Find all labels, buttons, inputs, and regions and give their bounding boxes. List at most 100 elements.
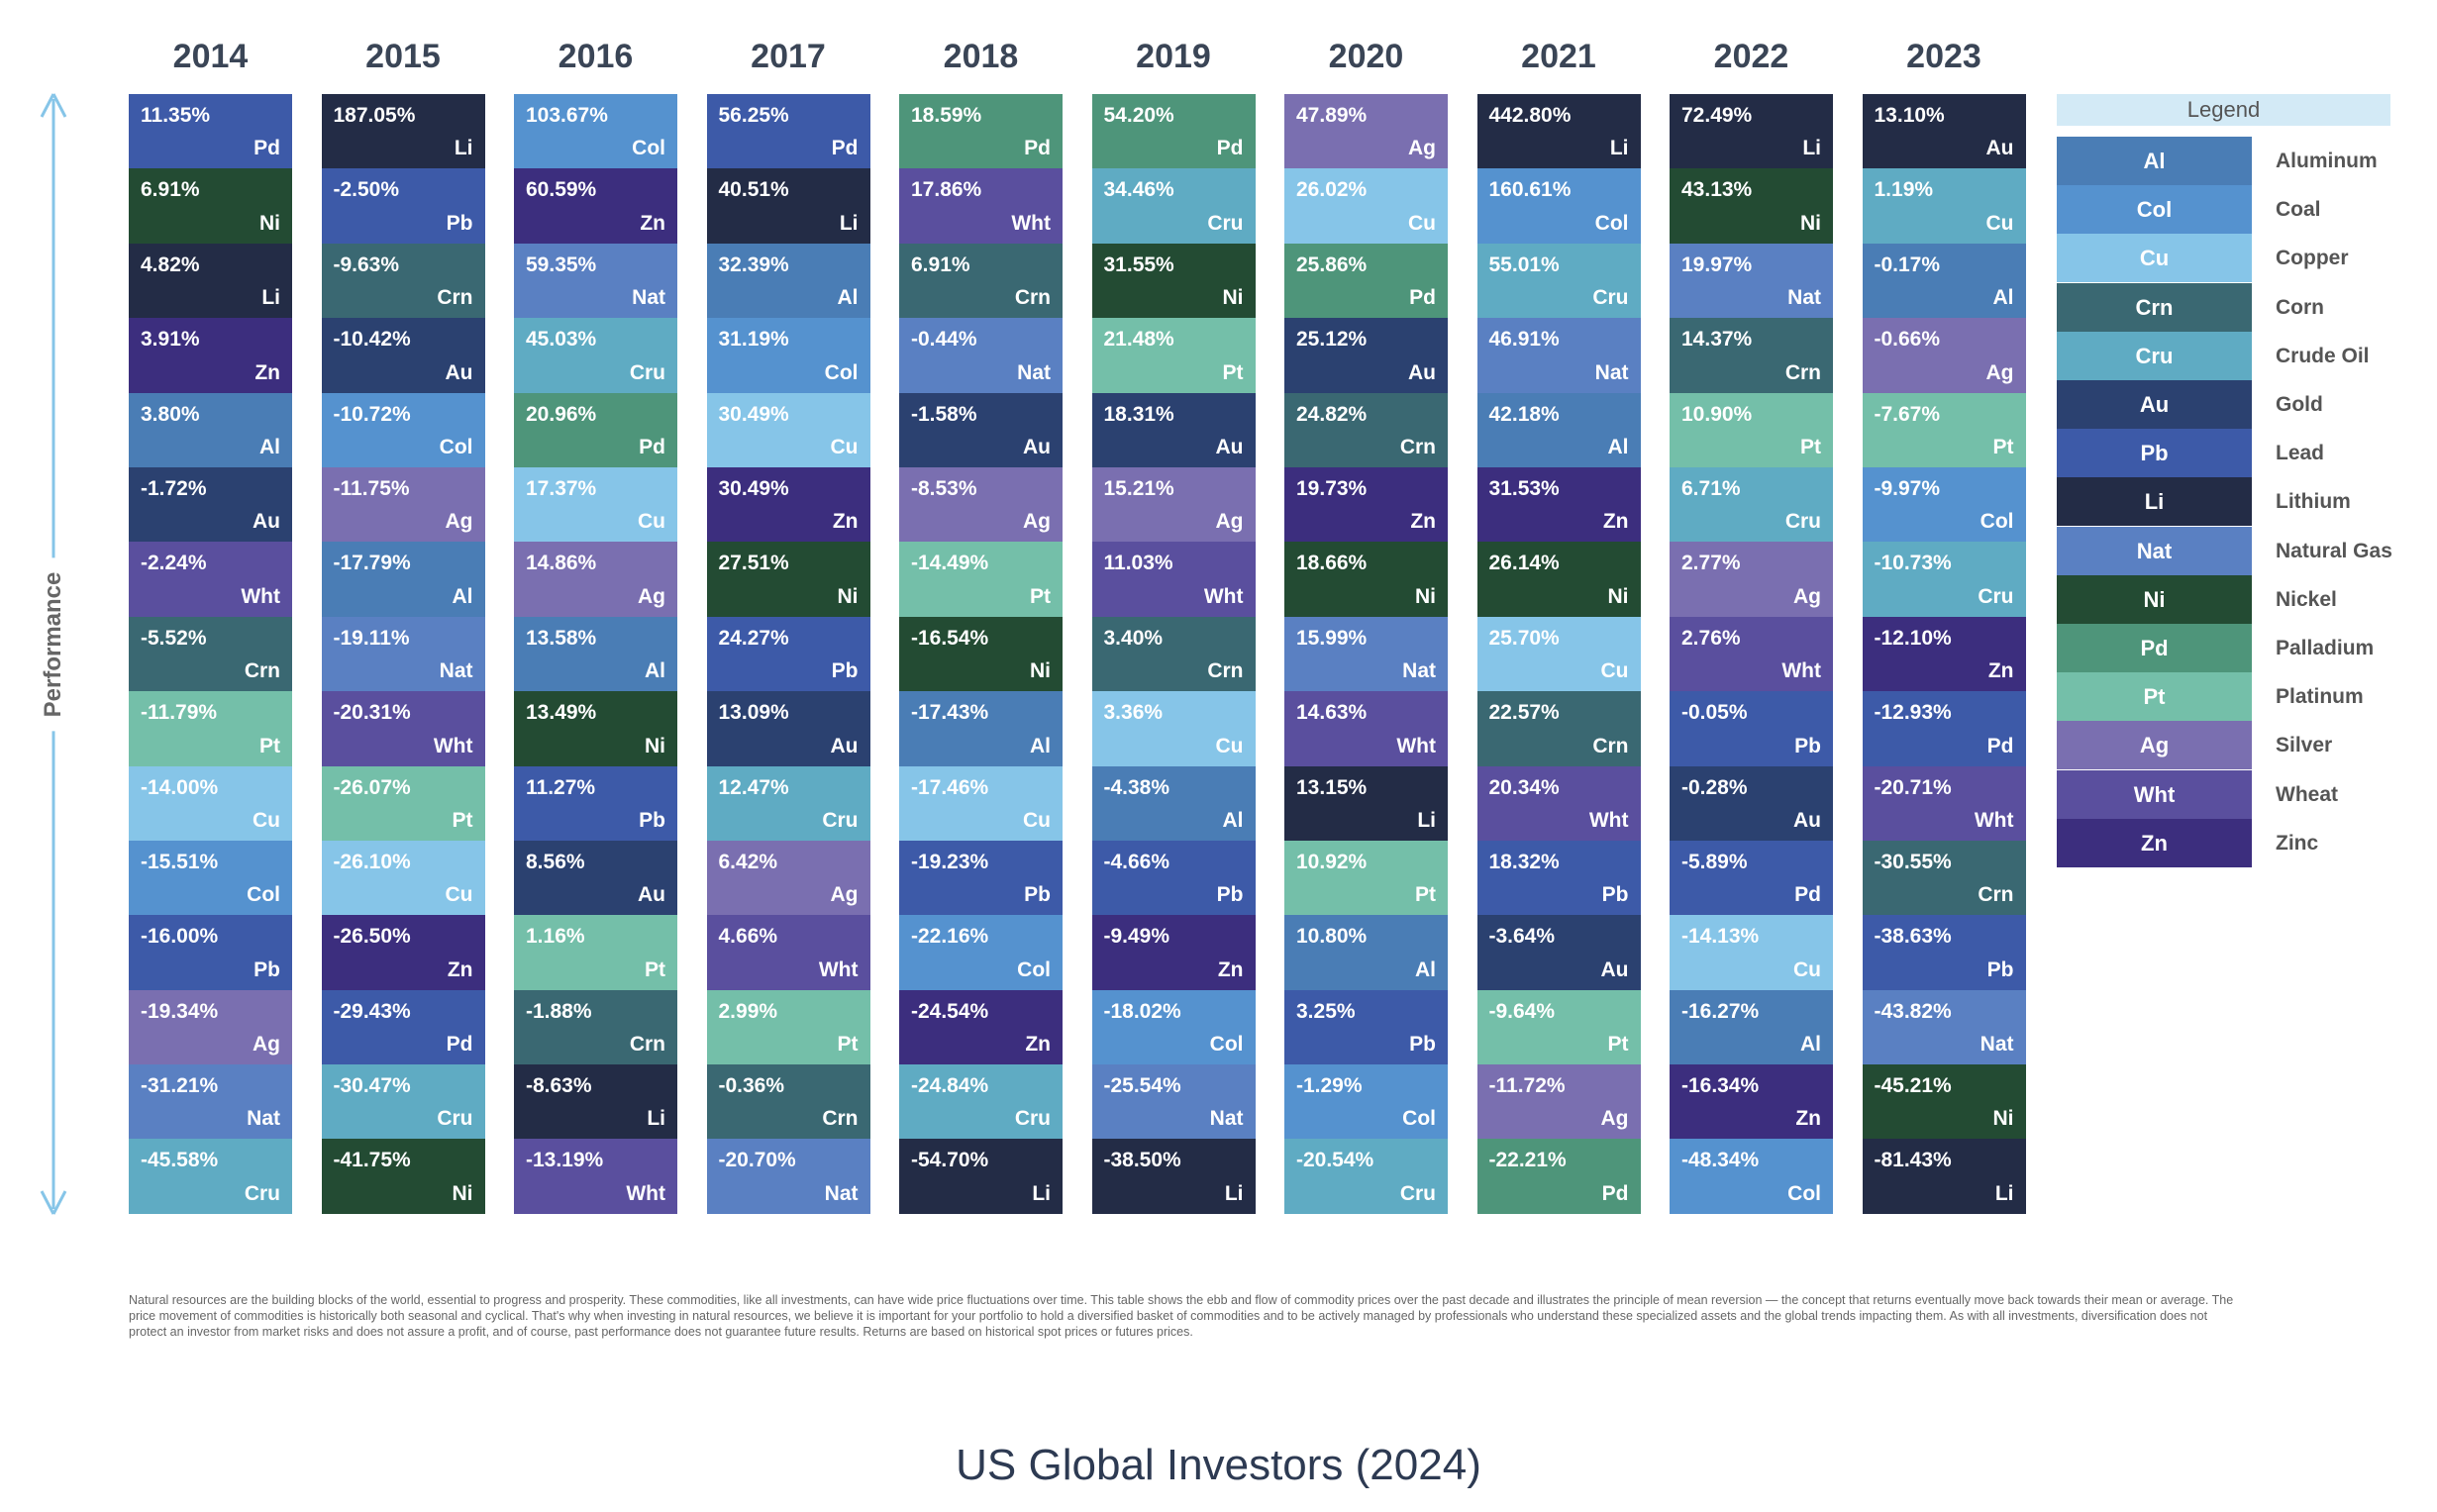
return-cell: 22.57% Crn — [1476, 691, 1641, 766]
return-value: -1.58% — [911, 402, 977, 426]
return-value: 10.92% — [1296, 850, 1368, 873]
return-cell: -41.75% Ni — [321, 1139, 485, 1214]
commodity-code: Pd — [1601, 1181, 1629, 1205]
return-cell: 2.77% Ag — [1670, 542, 1833, 617]
legend-label: Zinc — [2276, 831, 2319, 855]
commodity-code: Pd — [1409, 286, 1436, 310]
commodity-code: Nat — [1594, 360, 1629, 384]
commodity-code: Zn — [1025, 1033, 1051, 1057]
return-value: 15.21% — [1103, 476, 1174, 500]
return-value: 18.31% — [1103, 402, 1174, 426]
return-value: 24.27% — [718, 626, 789, 650]
return-cell: 3.36% Cu — [1091, 691, 1256, 766]
return-value: 187.05% — [333, 104, 416, 127]
commodity-code: Wht — [1588, 808, 1629, 832]
commodity-code: Cu — [638, 510, 665, 534]
year-column-2023: 13.10% Au 1.19% Cu -0.17% Al -0.66% Ag -7.67% Pt -… — [1862, 94, 2026, 1214]
return-value: 4.82% — [141, 252, 200, 276]
commodity-code: Ag — [1985, 360, 2014, 384]
commodity-code: Col — [824, 360, 859, 384]
return-cell: 3.91% Zn — [129, 318, 292, 393]
commodity-code: Ag — [1408, 137, 1436, 160]
return-cell: 26.02% Cu — [1284, 168, 1448, 244]
year-header-2018: 2018 — [943, 38, 1019, 75]
return-value: -30.47% — [333, 1074, 411, 1098]
return-cell: 4.82% Li — [129, 243, 292, 319]
commodity-code: Ag — [1023, 510, 1051, 534]
legend-item-zn: Zn Zinc — [2057, 818, 2437, 867]
commodity-code: Al — [1222, 808, 1244, 832]
commodity-code: Pb — [1601, 883, 1629, 907]
commodity-code: Ni — [1222, 286, 1244, 310]
return-cell: -11.79% Pt — [129, 691, 292, 766]
legend-swatch: Cu — [2057, 234, 2252, 283]
return-value: 6.91% — [141, 178, 200, 202]
return-cell: 2.99% Pt — [706, 989, 870, 1065]
return-value: -0.36% — [718, 1074, 785, 1098]
return-cell: -0.17% Al — [1862, 243, 2026, 319]
return-cell: -9.49% Zn — [1091, 915, 1256, 990]
year-header-2022: 2022 — [1713, 38, 1789, 75]
commodity-code: Zn — [832, 510, 859, 534]
return-cell: -26.10% Cu — [321, 840, 485, 916]
return-value: -0.17% — [1874, 252, 1941, 276]
commodity-code: Nat — [1980, 1033, 2014, 1057]
return-cell: 13.09% Au — [706, 691, 870, 766]
return-value: 72.49% — [1681, 104, 1753, 127]
legend-item-li: Li Lithium — [2057, 477, 2437, 527]
return-value: -7.67% — [1874, 402, 1941, 426]
return-value: 22.57% — [1488, 701, 1560, 725]
legend-label: Nickel — [2276, 587, 2337, 611]
commodity-code: Cu — [830, 435, 859, 458]
return-value: 11.27% — [526, 775, 596, 799]
commodity-code: Cru — [822, 808, 859, 832]
return-value: -16.54% — [911, 626, 989, 650]
return-cell: 20.34% Wht — [1476, 765, 1641, 841]
return-cell: -1.72% Au — [129, 466, 292, 543]
return-value: -17.46% — [911, 775, 989, 799]
legend-label: Silver — [2276, 734, 2333, 757]
commodity-code: Ag — [253, 1033, 280, 1057]
return-value: -0.05% — [1681, 701, 1748, 725]
year-header-2023: 2023 — [1906, 38, 1981, 75]
commodity-code: Crn — [1014, 286, 1051, 310]
commodity-code: Al — [1415, 958, 1436, 981]
legend-swatch: Nat — [2057, 526, 2252, 575]
return-value: 4.66% — [718, 925, 778, 949]
commodity-code: Pd — [1216, 137, 1244, 160]
return-cell: -17.43% Al — [899, 691, 1063, 766]
commodity-code: Pb — [1024, 883, 1051, 907]
return-value: -1.29% — [1296, 1074, 1363, 1098]
return-cell: -16.00% Pb — [129, 915, 292, 990]
commodity-code: Pt — [1415, 883, 1436, 907]
return-cell: -2.50% Pb — [321, 168, 485, 244]
return-value: 25.70% — [1488, 626, 1560, 650]
return-value: 14.86% — [526, 552, 597, 575]
commodity-code: Al — [1800, 1033, 1821, 1057]
commodity-code: Li — [1224, 1181, 1244, 1205]
commodity-code: Ni — [1030, 659, 1051, 683]
return-cell: -8.53% Ag — [899, 466, 1063, 543]
return-value: 11.03% — [1103, 552, 1173, 575]
commodity-code: Cru — [1784, 510, 1821, 534]
return-value: -9.49% — [1103, 925, 1170, 949]
return-cell: -5.89% Pd — [1670, 840, 1833, 916]
commodity-code: Crn — [437, 286, 473, 310]
return-value: 25.12% — [1296, 328, 1368, 352]
commodity-code: Nat — [1787, 286, 1821, 310]
return-value: 40.51% — [718, 178, 789, 202]
return-value: -16.34% — [1681, 1074, 1760, 1098]
return-value: -9.63% — [333, 252, 400, 276]
return-cell: -25.54% Nat — [1091, 1064, 1256, 1140]
return-value: -12.93% — [1874, 701, 1952, 725]
return-value: 30.49% — [718, 402, 789, 426]
commodity-code: Wht — [818, 958, 859, 981]
commodity-code: Cu — [253, 808, 280, 832]
return-value: 47.89% — [1296, 104, 1368, 127]
return-value: 31.19% — [718, 328, 789, 352]
return-value: 8.56% — [526, 850, 585, 873]
return-value: -26.10% — [333, 850, 411, 873]
return-value: 15.99% — [1296, 626, 1368, 650]
return-value: -3.64% — [1488, 925, 1556, 949]
commodity-code: Pb — [1794, 734, 1821, 757]
